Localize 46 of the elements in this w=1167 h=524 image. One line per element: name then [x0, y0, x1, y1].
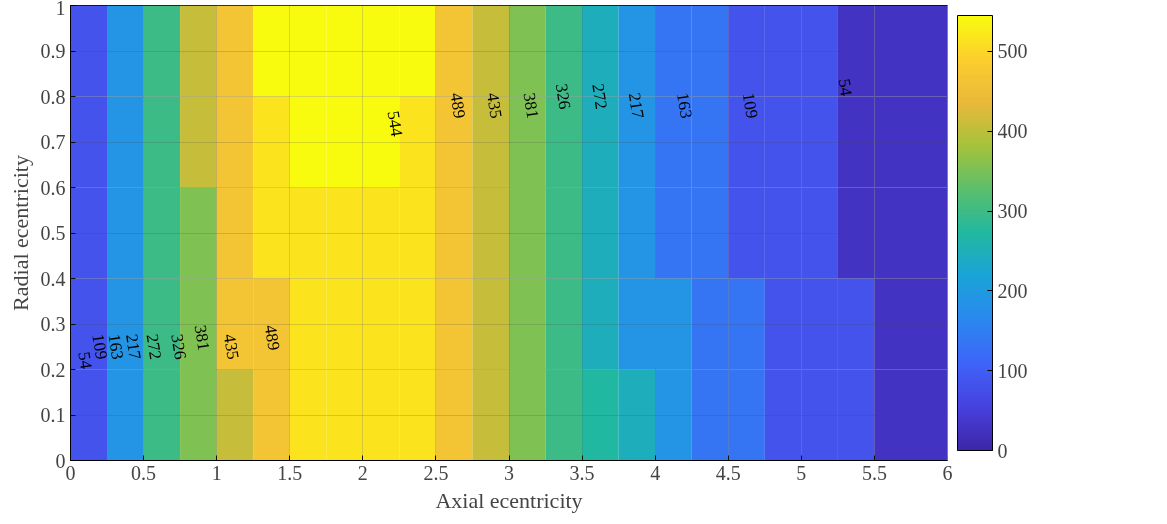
annotation: 54 — [74, 350, 96, 371]
color-bar-label: 200 — [997, 279, 1028, 302]
annotation: 381 — [190, 323, 214, 352]
annotation: 435 — [219, 332, 243, 361]
color-bar-label: 300 — [997, 200, 1028, 223]
y-tick-label: 0.6 — [40, 176, 66, 199]
color-bar-label: 0 — [997, 439, 1008, 462]
x-tick-label: 1.5 — [277, 461, 303, 484]
x-tick-label: 3.5 — [569, 461, 595, 484]
x-tick-label: 1 — [211, 461, 222, 484]
y-tick-label: 0.1 — [40, 404, 66, 426]
y-axis-title: Radial ecentricity — [7, 155, 33, 311]
annotation: 217 — [624, 91, 648, 121]
x-tick-label: 5 — [796, 461, 807, 484]
annotation: 54 — [834, 77, 856, 98]
color-bar-label: 500 — [997, 40, 1028, 63]
y-tick-label: 0.2 — [40, 358, 66, 381]
x-axis-title: Axial ecentricity — [435, 487, 583, 513]
y-tick-label: 0.7 — [40, 131, 66, 153]
annotation: 326 — [167, 332, 191, 361]
y-tick-label: 0.9 — [40, 40, 66, 62]
annotation: 326 — [551, 82, 575, 111]
annotation: 272 — [142, 332, 166, 361]
annotation: 163 — [673, 91, 696, 120]
y-tick-label: 0.4 — [40, 267, 66, 290]
annotation: 381 — [519, 91, 543, 120]
x-tick-label: 4 — [650, 461, 661, 484]
x-tick-label: 0.5 — [131, 461, 157, 484]
x-tick-label: 2.5 — [423, 461, 449, 484]
annotation: 272 — [588, 82, 611, 111]
annotation: 489 — [260, 323, 284, 352]
x-tick-label: 3 — [504, 461, 514, 484]
x-tick-label: 6 — [942, 461, 953, 484]
x-tick-label: 2 — [357, 461, 368, 484]
annotation: 435 — [483, 91, 506, 120]
color-bar-label: 400 — [997, 120, 1028, 143]
annotation: 109 — [738, 91, 762, 120]
x-tick-label: 4.5 — [715, 461, 741, 484]
y-tick-label: 0.5 — [40, 222, 66, 244]
annotation: 489 — [446, 91, 470, 120]
y-tick-label: 1 — [55, 0, 66, 19]
y-tick-label: 0.3 — [40, 313, 66, 335]
x-tick-label: 5.5 — [861, 461, 887, 484]
annotation: 544 — [383, 109, 407, 139]
y-tick-label: 0.8 — [40, 85, 66, 108]
color-bar-label: 100 — [997, 359, 1028, 382]
